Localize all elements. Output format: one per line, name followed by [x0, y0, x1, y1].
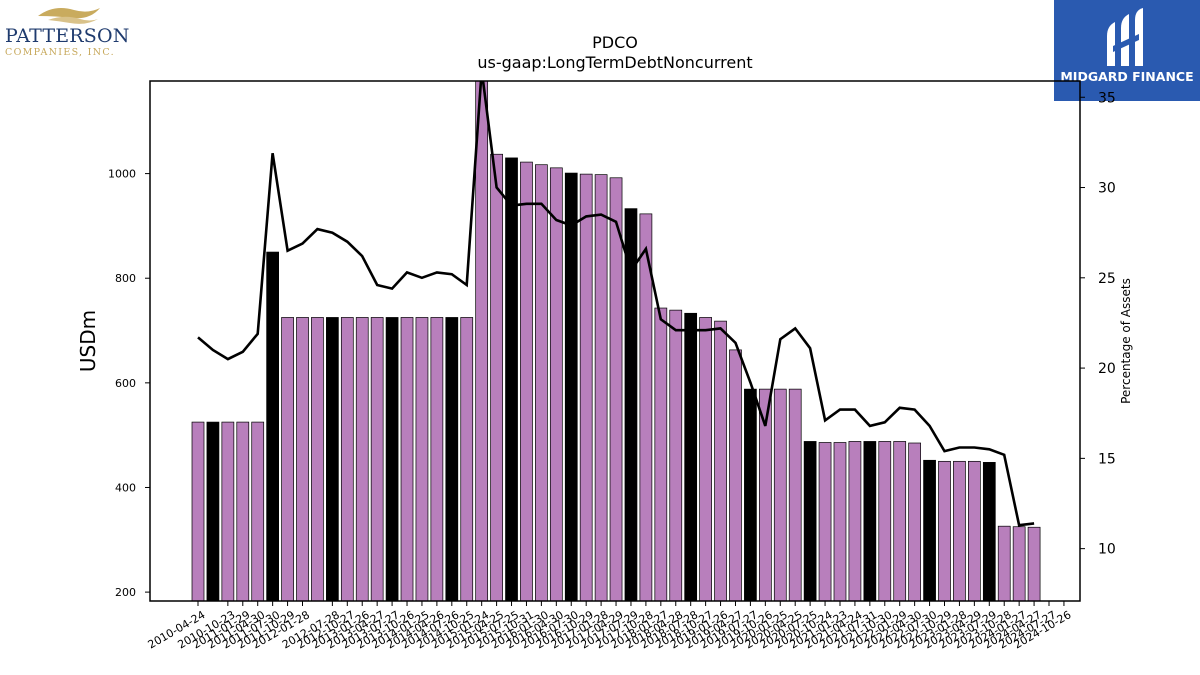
bar: [893, 441, 907, 602]
bar: [460, 317, 474, 602]
x-axis-ticks: 2010-04-242010-10-232011-01-292011-04-30…: [146, 601, 1073, 651]
midgard-mark-icon: [1107, 8, 1143, 66]
y-tick-label: 600: [115, 377, 136, 390]
bars-group: [191, 80, 1041, 602]
pct-assets-line: [197, 81, 1035, 527]
bar: [1012, 526, 1026, 602]
y-tick-label: 400: [115, 481, 136, 494]
y2-tick-label: 15: [1098, 451, 1116, 467]
logo-brand: MIDGARD FINANCE: [1060, 69, 1194, 84]
bar: [355, 317, 369, 602]
y-tick-label: 800: [115, 272, 136, 285]
plot-frame: [149, 80, 1081, 602]
bar: [400, 317, 414, 602]
bar: [535, 164, 548, 602]
bar: [923, 459, 936, 602]
bar: [1027, 526, 1041, 602]
bar: [445, 317, 459, 602]
bar: [326, 317, 339, 602]
y2-tick-label: 25: [1098, 271, 1116, 287]
y2-tick-label: 20: [1098, 361, 1116, 377]
bar: [714, 320, 727, 602]
bar: [490, 153, 503, 602]
bar: [191, 421, 205, 602]
bar: [982, 462, 996, 602]
logo-subtitle: COMPANIES, INC.: [5, 47, 115, 58]
bar: [206, 421, 220, 602]
bar: [938, 460, 951, 602]
bar: [251, 421, 265, 602]
bar: [997, 525, 1011, 602]
patterson-logo: PATTERSON COMPANIES, INC.: [4, 2, 130, 64]
bar: [744, 388, 757, 602]
bar: [505, 157, 518, 602]
chart-title: PDCO: [592, 33, 638, 52]
bar: [833, 442, 847, 602]
bar: [340, 317, 354, 602]
bar: [281, 317, 294, 602]
bar: [475, 80, 489, 602]
chart-subtitle: us-gaap:LongTermDebtNoncurrent: [477, 53, 752, 72]
y2-tick-label: 30: [1098, 181, 1116, 197]
bar: [818, 442, 832, 602]
bar: [908, 442, 921, 602]
y2-axis-ticks: 10 15 20 25 30 35: [1080, 90, 1116, 558]
bar: [594, 174, 608, 602]
bar: [415, 317, 429, 602]
bar: [579, 173, 593, 602]
y-axis-label: USDm: [76, 310, 100, 372]
bar: [236, 421, 250, 602]
bar: [311, 317, 324, 602]
swoosh-icon: [38, 8, 100, 24]
logo-name: PATTERSON: [5, 25, 130, 47]
bar: [699, 317, 712, 602]
line-group: [197, 81, 1035, 527]
y-tick-label: 1000: [108, 168, 136, 181]
bar: [266, 251, 279, 602]
bar: [878, 441, 892, 602]
bar: [803, 441, 817, 602]
bar: [968, 460, 981, 602]
bar: [953, 460, 966, 602]
bar: [385, 317, 399, 602]
y-axis-ticks: 200 400 600 800 1000: [108, 168, 150, 599]
y2-axis-label: Percentage of Assets: [1119, 278, 1133, 404]
y2-tick-label: 35: [1098, 90, 1116, 106]
bar: [221, 421, 235, 602]
bar: [564, 172, 578, 602]
bar: [848, 441, 862, 602]
bar: [370, 317, 384, 602]
bar: [669, 309, 683, 602]
y-tick-label: 200: [115, 586, 136, 599]
midgard-logo: MIDGARD FINANCE: [1054, 0, 1200, 101]
y2-tick-label: 10: [1098, 542, 1116, 558]
bar: [654, 307, 668, 602]
bar: [609, 177, 623, 602]
bar: [863, 441, 877, 602]
bar: [296, 317, 309, 602]
bar: [684, 312, 698, 602]
bar: [549, 167, 563, 602]
bar: [788, 388, 802, 602]
bar: [773, 388, 787, 602]
bar: [520, 161, 533, 602]
bar: [729, 349, 742, 602]
bar: [430, 317, 444, 602]
